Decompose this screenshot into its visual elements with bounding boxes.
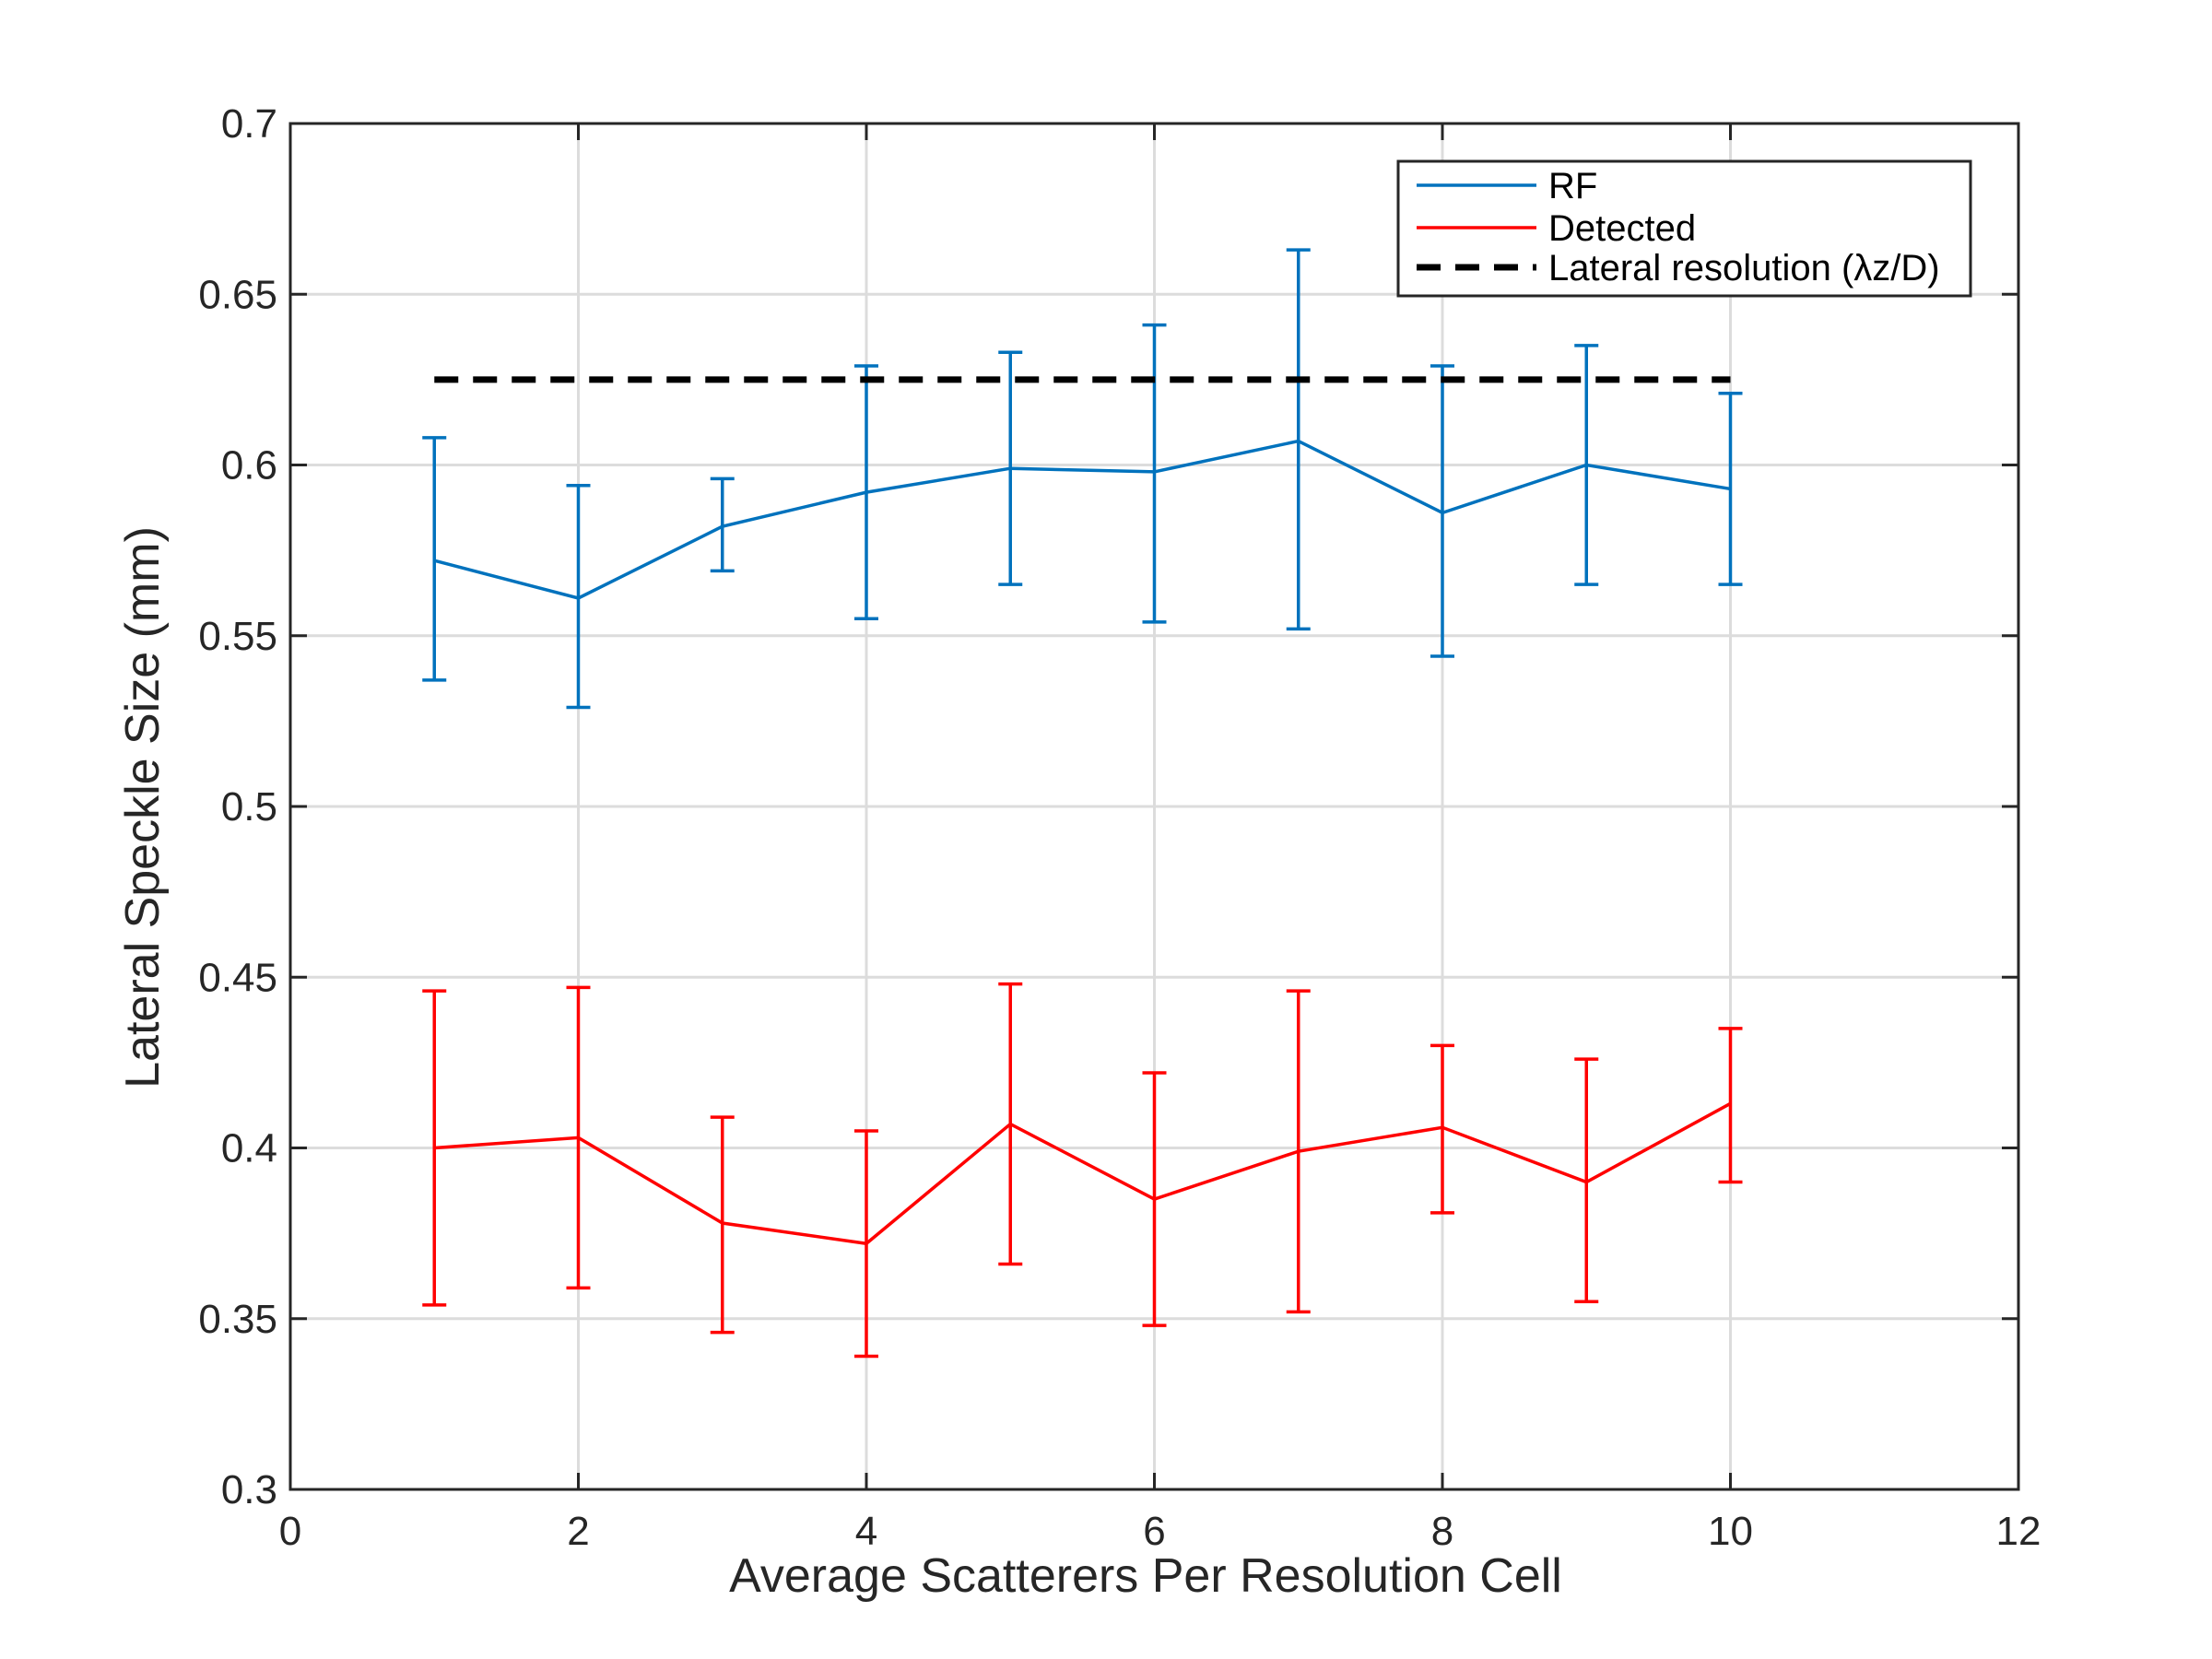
y-tick-label: 0.55 [198, 614, 277, 659]
axes [288, 122, 2020, 1491]
x-tick-label: 4 [855, 1509, 877, 1554]
legend: RF Detected Lateral resolution (λz/D) [1396, 159, 1972, 298]
x-axis-title: Average Scatterers Per Resolution Cell [729, 1549, 1562, 1603]
x-tick-label: 0 [279, 1509, 301, 1554]
series-detected [422, 982, 1743, 1359]
y-tick-label: 0.5 [221, 784, 277, 830]
y-tick-label: 0.6 [221, 443, 277, 488]
x-tick-label: 10 [1708, 1509, 1753, 1554]
series-line-detected [434, 1101, 1732, 1246]
series-layer [422, 248, 1743, 1359]
legend-label-lateral-resolution: Lateral resolution (λz/D) [1548, 248, 1940, 288]
y-tick-label: 0.3 [221, 1467, 277, 1512]
y-tick-label: 0.35 [198, 1297, 277, 1342]
y-tick-label: 0.45 [198, 955, 277, 1000]
y-axis-title: Lateral Speckle Size (mm) [116, 526, 170, 1088]
legend-label-rf: RF [1548, 166, 1597, 206]
y-tick-label: 0.4 [221, 1126, 277, 1171]
x-tick-label: 2 [567, 1509, 589, 1554]
y-tick-label: 0.65 [198, 272, 277, 317]
series-rf [422, 248, 1743, 710]
y-tick-label: 0.7 [221, 101, 277, 147]
x-tick-label: 8 [1431, 1509, 1453, 1554]
series-line-rf [433, 439, 1731, 600]
tick-labels: 0 2 4 6 8 10 12 0.3 0.35 0.4 0.45 0.5 0.55 0.6 0.65 0.7 [198, 101, 2041, 1554]
x-tick-label: 6 [1143, 1509, 1165, 1554]
legend-label-detected: Detected [1548, 208, 1696, 249]
x-tick-label: 12 [1996, 1509, 2041, 1554]
